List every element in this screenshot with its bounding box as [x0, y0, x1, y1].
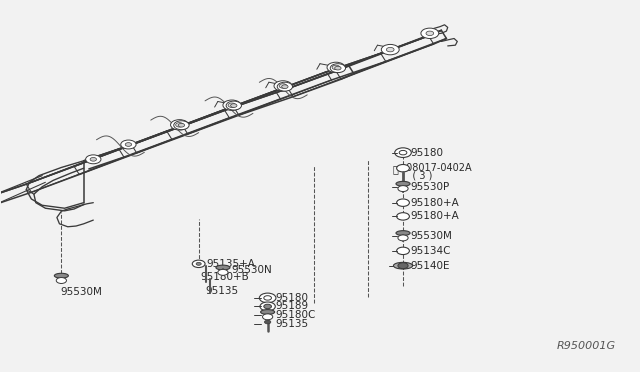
Circle shape	[264, 320, 271, 324]
Circle shape	[264, 304, 271, 309]
Circle shape	[173, 121, 189, 130]
Ellipse shape	[216, 265, 230, 270]
Text: 95180: 95180	[411, 148, 444, 158]
Text: 95530P: 95530P	[411, 182, 450, 192]
Circle shape	[395, 148, 412, 157]
Circle shape	[192, 260, 205, 267]
Circle shape	[426, 31, 434, 36]
Circle shape	[175, 123, 183, 127]
Ellipse shape	[394, 262, 413, 269]
Text: 95530N: 95530N	[232, 266, 273, 276]
Text: 95134C: 95134C	[411, 246, 451, 256]
Circle shape	[230, 104, 237, 108]
Circle shape	[397, 199, 410, 206]
Circle shape	[228, 103, 236, 108]
Text: 95135+A: 95135+A	[206, 259, 255, 269]
Circle shape	[397, 213, 410, 220]
Circle shape	[125, 142, 132, 146]
Circle shape	[421, 28, 439, 38]
Circle shape	[259, 293, 276, 303]
Circle shape	[56, 278, 67, 283]
Circle shape	[381, 44, 399, 55]
Text: 95180C: 95180C	[275, 310, 316, 320]
Ellipse shape	[54, 273, 68, 278]
Circle shape	[387, 47, 394, 52]
Circle shape	[277, 82, 292, 91]
Circle shape	[262, 314, 273, 320]
Text: Ⓑ: Ⓑ	[392, 164, 398, 174]
Text: 95135: 95135	[275, 319, 308, 329]
Circle shape	[398, 263, 408, 269]
Text: 95180+B: 95180+B	[200, 272, 249, 282]
Circle shape	[264, 296, 271, 300]
Text: 95530M: 95530M	[60, 286, 102, 296]
Circle shape	[327, 62, 345, 73]
Circle shape	[397, 247, 410, 254]
Circle shape	[274, 81, 292, 91]
Circle shape	[86, 155, 101, 164]
Circle shape	[223, 100, 241, 110]
Circle shape	[90, 157, 97, 161]
Text: 95180+A: 95180+A	[411, 211, 460, 221]
Circle shape	[398, 186, 408, 192]
Circle shape	[279, 84, 287, 88]
Circle shape	[398, 235, 408, 241]
Text: 95189: 95189	[275, 301, 308, 311]
Circle shape	[178, 124, 184, 127]
Circle shape	[399, 150, 407, 155]
Text: R950001G: R950001G	[556, 341, 616, 351]
Circle shape	[330, 64, 346, 73]
Circle shape	[260, 302, 275, 311]
Circle shape	[226, 101, 241, 110]
Ellipse shape	[396, 182, 410, 186]
Text: 95180+A: 95180+A	[411, 198, 460, 208]
Text: 95530M: 95530M	[411, 231, 452, 241]
Circle shape	[332, 65, 340, 70]
Text: 08017-0402A: 08017-0402A	[403, 163, 472, 173]
Text: 95135: 95135	[205, 286, 238, 295]
Text: 95180: 95180	[275, 293, 308, 303]
Ellipse shape	[260, 310, 275, 314]
Circle shape	[335, 66, 341, 70]
Circle shape	[196, 262, 201, 265]
Circle shape	[121, 140, 136, 149]
Circle shape	[397, 164, 410, 172]
Text: ( 3 ): ( 3 )	[403, 171, 433, 181]
Circle shape	[218, 269, 228, 275]
Ellipse shape	[396, 231, 410, 235]
Circle shape	[282, 85, 288, 89]
Text: 95140E: 95140E	[411, 261, 450, 271]
Circle shape	[171, 120, 188, 130]
